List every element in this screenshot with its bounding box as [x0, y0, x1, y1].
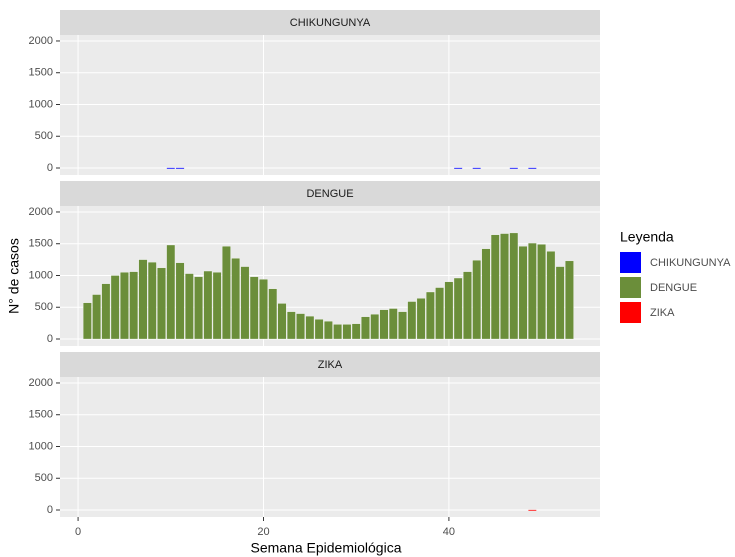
bar: [166, 244, 176, 340]
y-tick-label: 1500: [29, 409, 53, 421]
bar: [138, 259, 148, 340]
bar: [342, 324, 352, 340]
bar: [444, 281, 454, 340]
bar: [518, 246, 528, 340]
y-tick-label: 1000: [29, 440, 53, 452]
bar: [416, 298, 426, 340]
bar: [305, 315, 315, 340]
bar: [407, 301, 417, 340]
bar: [361, 316, 370, 340]
bar: [481, 248, 491, 340]
bar: [333, 324, 342, 340]
y-tick-label: 1000: [29, 269, 53, 281]
bar: [324, 321, 333, 340]
bar: [537, 244, 546, 340]
y-tick-label: 1500: [29, 67, 53, 79]
bar: [370, 314, 380, 340]
panel: [60, 35, 600, 175]
bar: [240, 266, 250, 340]
bar: [472, 260, 482, 340]
bar: [453, 277, 463, 340]
bar: [435, 287, 444, 340]
strip-label: CHIKUNGUNYA: [290, 17, 371, 29]
bar: [166, 167, 176, 170]
bar: [528, 242, 537, 340]
bar: [463, 271, 472, 340]
y-tick-label: 1000: [29, 98, 53, 110]
bar: [351, 323, 361, 340]
bar: [528, 167, 537, 170]
legend-key: [620, 277, 641, 298]
legend-key: [620, 302, 641, 323]
bar: [528, 509, 537, 512]
bar: [398, 311, 407, 340]
bar: [500, 233, 509, 340]
legend-title: Leyenda: [620, 229, 674, 245]
bar: [565, 260, 574, 340]
strip-label: DENGUE: [306, 188, 353, 200]
x-tick-label: 20: [257, 526, 269, 538]
y-tick-label: 2000: [29, 35, 53, 47]
y-tick-label: 0: [47, 504, 53, 516]
y-tick-label: 2000: [29, 206, 53, 218]
bar: [286, 311, 296, 340]
y-tick-label: 500: [35, 472, 53, 484]
bar: [110, 275, 120, 340]
bar: [157, 267, 166, 340]
y-tick-label: 1500: [29, 238, 53, 250]
y-tick-label: 500: [35, 301, 53, 313]
y-tick-label: 0: [47, 162, 53, 174]
bar: [379, 309, 389, 340]
bar: [555, 266, 565, 340]
bar: [185, 273, 194, 340]
panel: [60, 377, 600, 517]
bar: [472, 167, 482, 170]
bar: [249, 276, 259, 340]
y-tick-label: 0: [47, 333, 53, 345]
bar: [268, 288, 278, 340]
bar: [194, 276, 203, 340]
bar: [277, 303, 287, 340]
y-axis-label: N° de casos: [6, 238, 22, 314]
bar: [509, 167, 519, 170]
strip: [60, 352, 600, 377]
bar: [175, 262, 185, 340]
strip: [60, 181, 600, 206]
bar: [490, 234, 500, 340]
bar: [147, 262, 157, 340]
bar: [231, 258, 240, 340]
bar: [259, 279, 268, 340]
bar: [212, 272, 222, 340]
bar: [509, 232, 519, 340]
bar: [546, 251, 556, 340]
bar: [296, 313, 305, 340]
bar: [388, 308, 398, 340]
bar: [101, 283, 111, 340]
bar: [92, 294, 101, 340]
bar: [120, 272, 129, 340]
bar: [83, 302, 92, 340]
bar: [314, 319, 324, 340]
legend-label: DENGUE: [650, 282, 697, 294]
bar: [129, 271, 139, 340]
bar: [175, 167, 185, 170]
y-tick-label: 500: [35, 130, 53, 142]
legend-key: [620, 252, 641, 273]
bar: [426, 291, 435, 340]
x-axis-label: Semana Epidemiológica: [251, 540, 402, 556]
legend-label: CHIKUNGUNYA: [650, 257, 731, 269]
bar: [222, 246, 231, 340]
bar: [453, 167, 463, 170]
bar: [203, 270, 213, 340]
x-tick-label: 40: [443, 526, 455, 538]
strip: [60, 10, 600, 35]
strip-label: ZIKA: [318, 359, 343, 371]
legend-label: ZIKA: [650, 307, 675, 319]
x-tick-label: 0: [75, 526, 81, 538]
y-tick-label: 2000: [29, 377, 53, 389]
